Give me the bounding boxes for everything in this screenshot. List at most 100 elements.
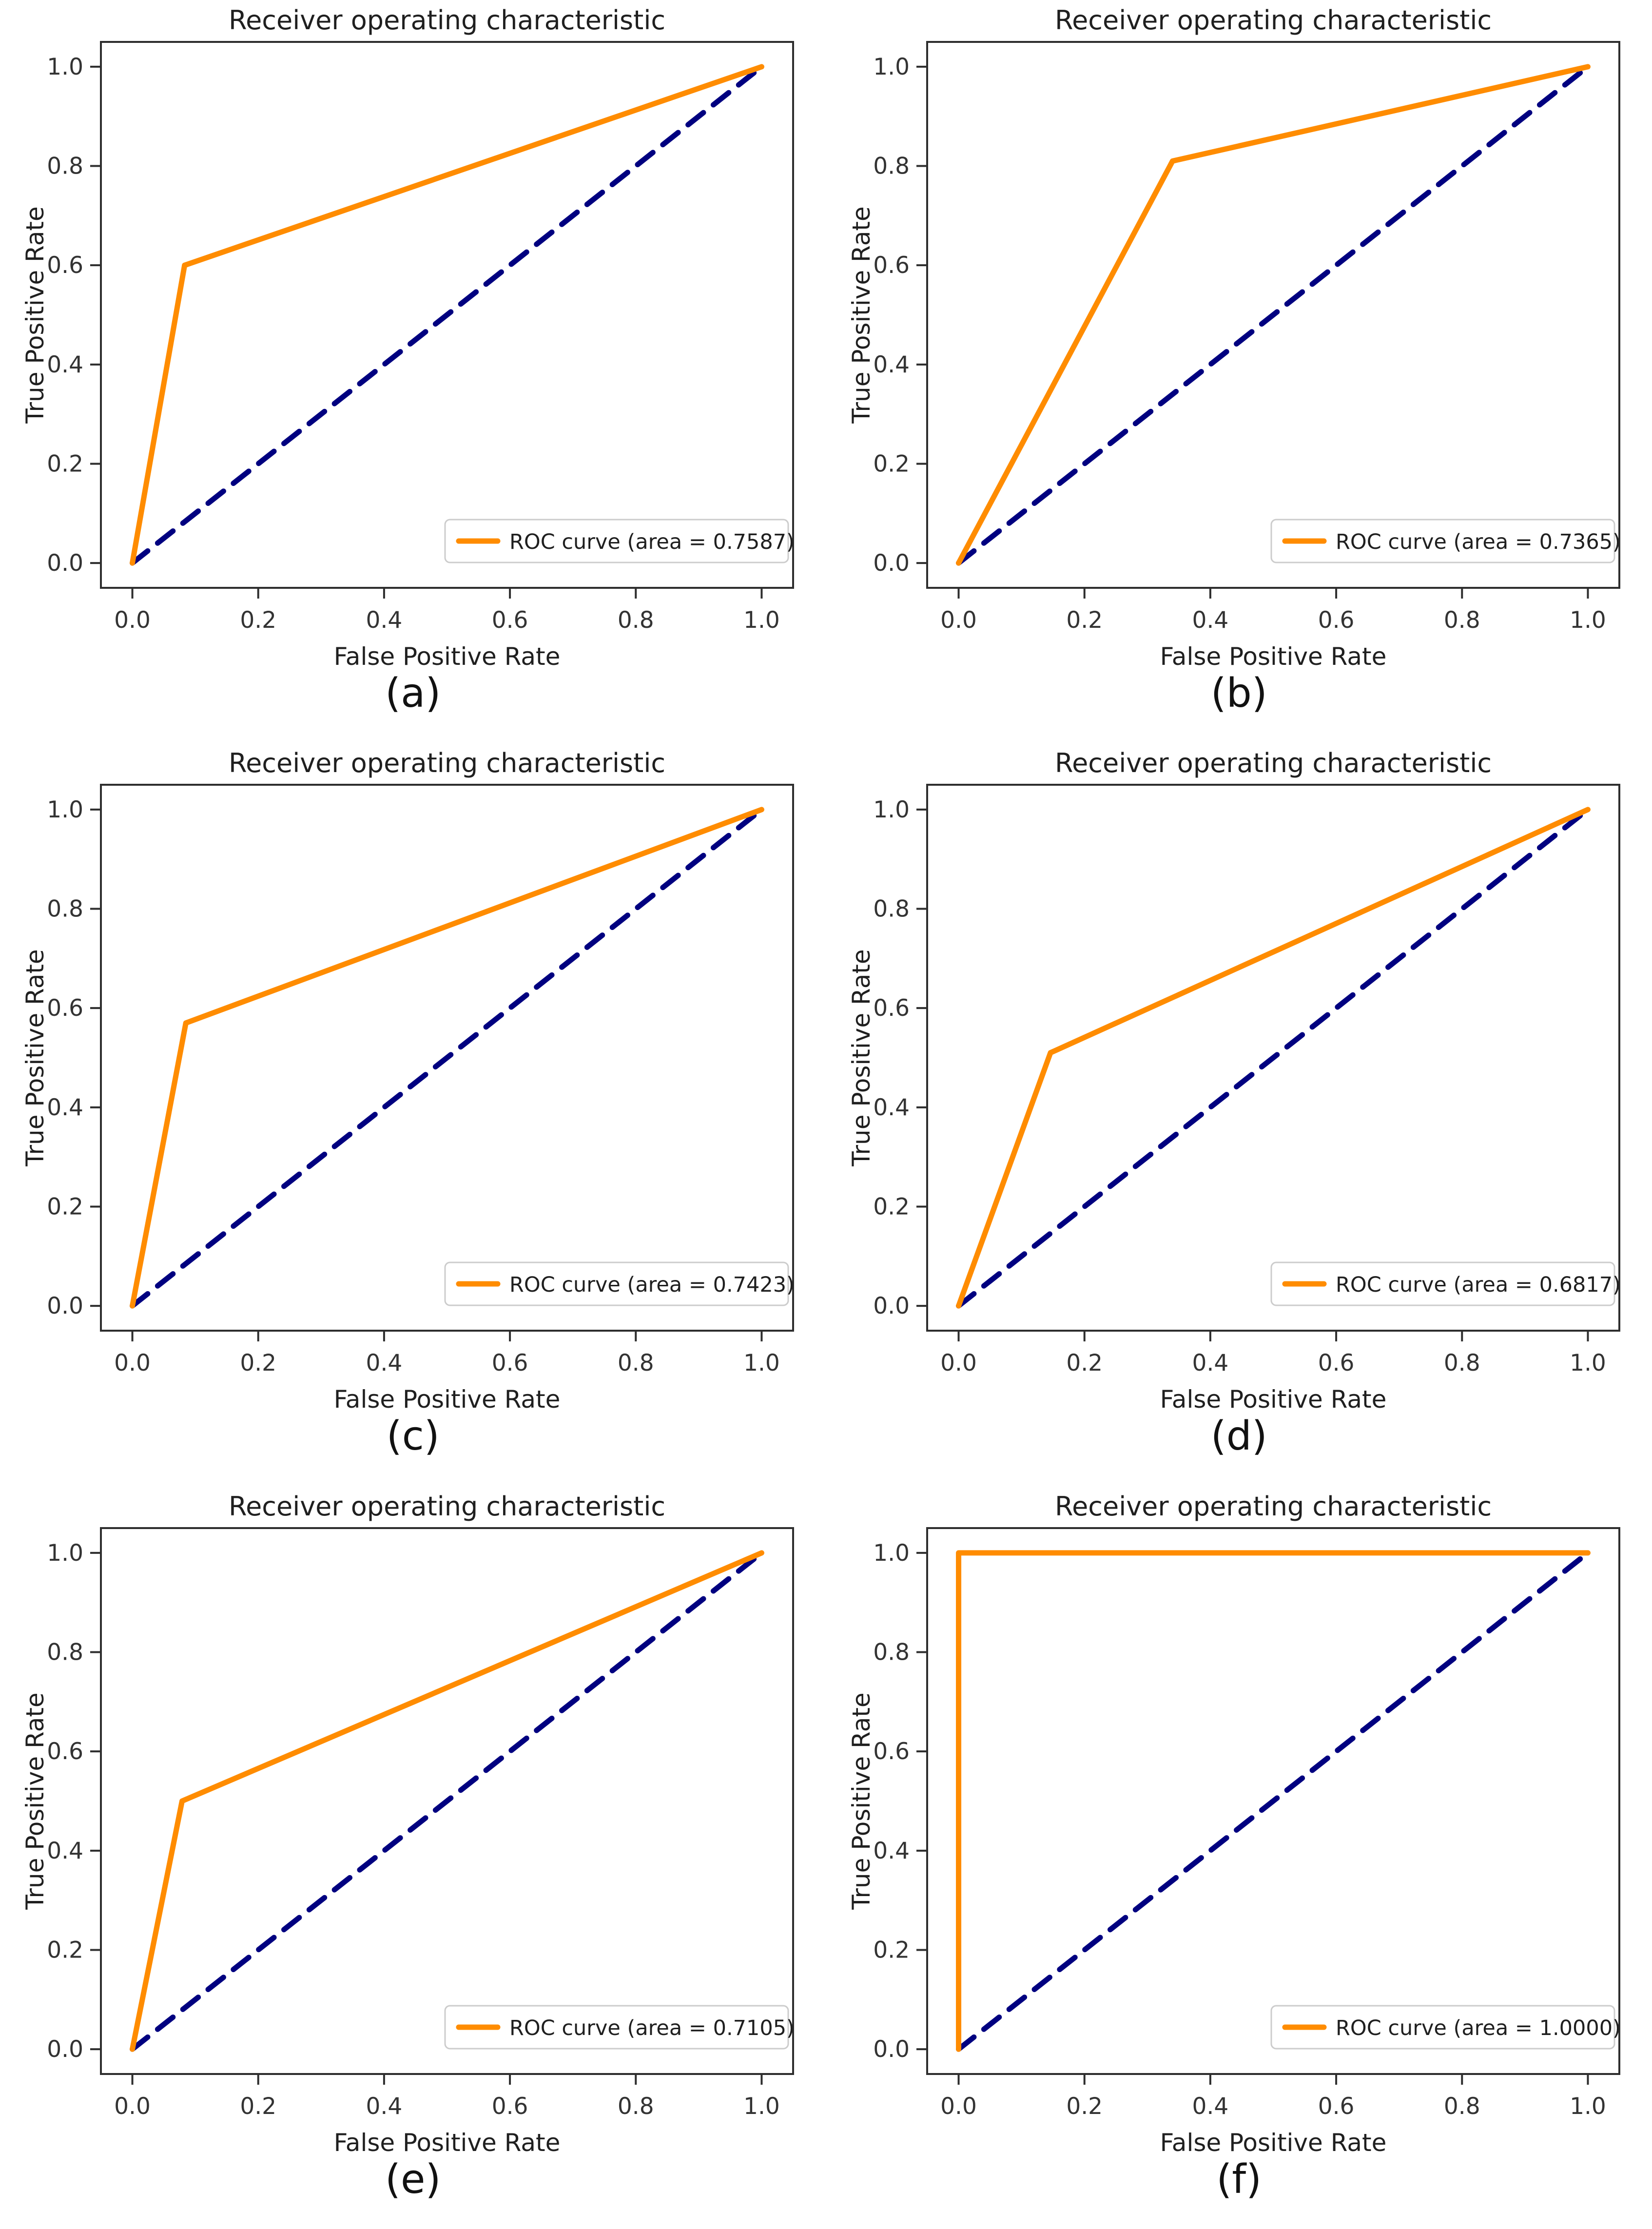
x-tick-label: 0.6 xyxy=(492,607,528,634)
y-tick-label: 0.0 xyxy=(47,1293,84,1319)
y-tick-label: 0.0 xyxy=(47,2036,84,2063)
x-tick-label: 1.0 xyxy=(1570,607,1606,634)
roc-panel-d: 0.0 0.2 0.4 0.6 0.8 1.0 0.0 0.2 0.4 0.6 0.8 1.0 Rece… xyxy=(826,743,1652,1486)
y-tick-label: 0.8 xyxy=(873,896,910,923)
y-tick-label: 1.0 xyxy=(47,1540,84,1567)
y-axis-label: True Positive Rate xyxy=(21,206,49,424)
legend-box xyxy=(444,1261,789,1306)
chart-title: Receiver operating characteristic xyxy=(229,1491,665,1522)
x-tick-label: 0.8 xyxy=(1444,607,1480,634)
chart-title: Receiver operating characteristic xyxy=(1055,748,1492,778)
y-tick-label: 0.2 xyxy=(47,1937,84,1963)
y-tick-label: 0.2 xyxy=(47,450,84,477)
y-tick-label: 0.4 xyxy=(47,351,84,378)
roc-curve-line xyxy=(955,807,1591,1309)
roc-plot-b: 0.0 0.2 0.4 0.6 0.8 1.0 0.0 0.2 0.4 0.6 0.8 1.0 Rece… xyxy=(847,5,1621,666)
roc-curve-line xyxy=(130,807,765,1309)
x-axis-label: False Positive Rate xyxy=(1160,1385,1386,1409)
axes-box xyxy=(926,41,1620,589)
y-tick-label: 0.2 xyxy=(873,1194,910,1221)
y-tick-label: 0.4 xyxy=(47,1837,84,1864)
roc-curve-line xyxy=(130,1550,765,2052)
roc-plot-a: 0.0 0.2 0.4 0.6 0.8 1.0 0.0 0.2 0.4 0.6 0.8 1.0 Rece… xyxy=(21,5,795,666)
y-tick-label: 0.6 xyxy=(873,995,910,1022)
y-tick-label: 0.6 xyxy=(873,1738,910,1765)
legend-box xyxy=(1270,519,1615,563)
legend-label: ROC curve (area = 0.7365) xyxy=(1336,530,1621,554)
subfigure-caption-f: (f) xyxy=(1216,2156,1262,2203)
x-tick-label: 0.2 xyxy=(240,2093,277,2120)
roc-panel-a: 0.0 0.2 0.4 0.6 0.8 1.0 0.0 0.2 0.4 0.6 0.8 1.0 Rece… xyxy=(0,0,826,743)
legend-label: ROC curve (area = 0.7587) xyxy=(509,530,795,554)
roc-panel-b: 0.0 0.2 0.4 0.6 0.8 1.0 0.0 0.2 0.4 0.6 0.8 1.0 Rece… xyxy=(826,0,1652,743)
y-tick-label: 0.6 xyxy=(47,1738,84,1765)
x-tick-label: 1.0 xyxy=(1570,2093,1606,2120)
chart-title: Receiver operating characteristic xyxy=(229,748,665,778)
y-tick-label: 1.0 xyxy=(47,54,84,80)
x-tick-label: 0.6 xyxy=(1318,1350,1354,1376)
x-tick-label: 0.0 xyxy=(114,2093,151,2120)
chance-diagonal-line xyxy=(955,807,1591,1309)
x-tick-label: 0.4 xyxy=(1192,2093,1228,2120)
y-tick-label: 0.0 xyxy=(873,550,910,577)
x-tick-label: 0.0 xyxy=(940,2093,977,2120)
x-tick-label: 0.4 xyxy=(366,607,403,634)
legend-box xyxy=(444,519,789,563)
chance-diagonal-line xyxy=(130,64,765,566)
y-axis-label: True Positive Rate xyxy=(21,950,49,1167)
axes-box xyxy=(100,1527,795,2075)
x-tick-label: 0.2 xyxy=(1066,2093,1103,2120)
x-axis-label: False Positive Rate xyxy=(1160,2129,1386,2152)
y-tick-label: 0.0 xyxy=(873,1293,910,1319)
x-tick-label: 0.8 xyxy=(1444,2093,1480,2120)
x-tick-label: 0.4 xyxy=(1192,607,1228,634)
x-tick-label: 0.8 xyxy=(1444,1350,1480,1376)
roc-plot-e: 0.0 0.2 0.4 0.6 0.8 1.0 0.0 0.2 0.4 0.6 0.8 1.0 Rece… xyxy=(21,1491,795,2152)
legend-label: ROC curve (area = 0.7105) xyxy=(509,2016,795,2040)
y-tick-label: 0.2 xyxy=(47,1194,84,1221)
y-tick-label: 1.0 xyxy=(873,796,910,823)
y-tick-label: 0.8 xyxy=(873,1639,910,1666)
x-tick-label: 0.4 xyxy=(1192,1350,1228,1376)
x-axis-label: False Positive Rate xyxy=(334,642,561,666)
x-tick-label: 1.0 xyxy=(1570,1350,1606,1376)
y-tick-label: 0.8 xyxy=(47,153,84,180)
x-tick-label: 0.4 xyxy=(366,2093,403,2120)
y-tick-label: 0.4 xyxy=(873,351,910,378)
y-tick-label: 0.6 xyxy=(47,252,84,279)
subfigure-caption-a: (a) xyxy=(385,670,441,717)
x-tick-label: 0.6 xyxy=(1318,607,1354,634)
subfigure-caption-b: (b) xyxy=(1210,670,1267,717)
chance-diagonal-line xyxy=(130,807,765,1309)
axes-box xyxy=(926,784,1620,1332)
roc-curve-line xyxy=(955,64,1591,566)
y-axis-label: True Positive Rate xyxy=(847,950,875,1167)
y-tick-label: 0.6 xyxy=(47,995,84,1022)
x-tick-label: 0.0 xyxy=(940,607,977,634)
legend-label: ROC curve (area = 0.6817) xyxy=(1336,1273,1621,1297)
chance-diagonal-line xyxy=(955,1550,1591,2052)
axes-box xyxy=(100,784,795,1332)
y-tick-label: 0.2 xyxy=(873,450,910,477)
roc-panel-c: 0.0 0.2 0.4 0.6 0.8 1.0 0.0 0.2 0.4 0.6 0.8 1.0 Rece… xyxy=(0,743,826,1486)
legend-box xyxy=(1270,2005,1615,2050)
x-tick-label: 0.8 xyxy=(618,607,654,634)
y-tick-label: 0.0 xyxy=(47,550,84,577)
x-tick-label: 0.0 xyxy=(940,1350,977,1376)
y-axis-label: True Positive Rate xyxy=(21,1692,49,1910)
x-tick-label: 0.6 xyxy=(1318,2093,1354,2120)
y-tick-label: 1.0 xyxy=(47,796,84,823)
x-tick-label: 1.0 xyxy=(743,607,780,634)
y-tick-label: 0.4 xyxy=(873,1837,910,1864)
x-axis-label: False Positive Rate xyxy=(334,1385,561,1409)
y-tick-label: 0.8 xyxy=(873,153,910,180)
y-tick-label: 0.8 xyxy=(47,1639,84,1666)
y-tick-label: 0.2 xyxy=(873,1937,910,1963)
x-tick-label: 0.2 xyxy=(240,1350,277,1376)
roc-panel-e: 0.0 0.2 0.4 0.6 0.8 1.0 0.0 0.2 0.4 0.6 0.8 1.0 Rece… xyxy=(0,1486,826,2229)
y-tick-label: 0.4 xyxy=(47,1094,84,1121)
y-axis-label: True Positive Rate xyxy=(847,1692,875,1910)
chance-diagonal-line xyxy=(130,1550,765,2052)
roc-curve-line xyxy=(130,64,765,566)
